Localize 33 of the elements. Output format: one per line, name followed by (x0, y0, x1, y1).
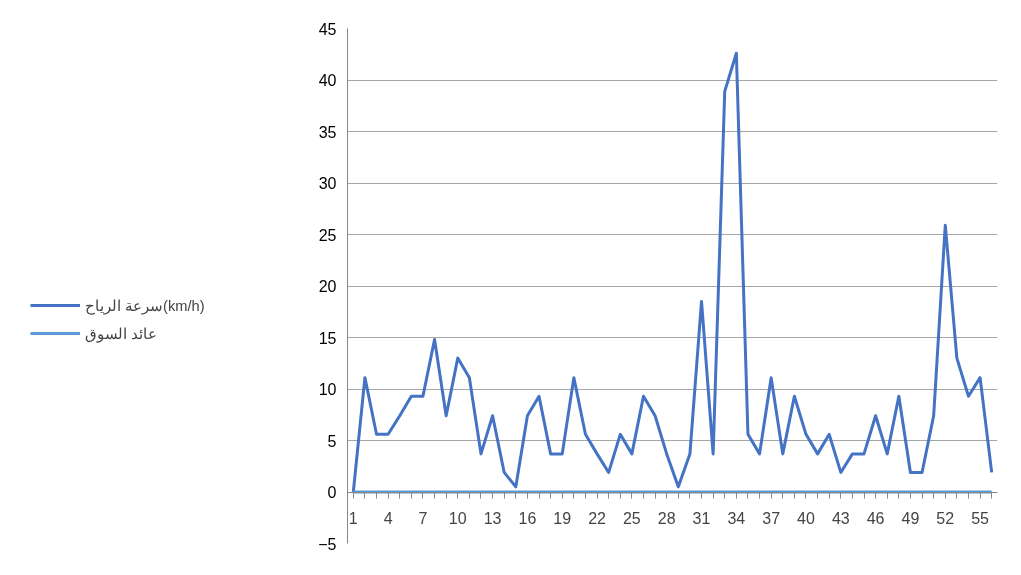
x-tick-label: 1 (348, 510, 358, 527)
y-tick-label: 10 (318, 381, 337, 398)
y-tick-label: 25 (318, 226, 337, 244)
y-tick-label: 0 (327, 484, 337, 501)
x-tick-label: 49 (901, 510, 920, 527)
x-tick-label: 10 (448, 510, 467, 527)
x-tick-label: 37 (762, 510, 781, 527)
y-tick-label: 45 (318, 20, 337, 38)
x-tick-label: 16 (518, 510, 537, 527)
x-tick-label: 46 (866, 510, 885, 527)
legend-label: سرعة الرياح(km/h) (85, 296, 205, 314)
x-tick-label: 25 (622, 510, 641, 527)
x-tick-label: 55 (971, 510, 990, 527)
x-tick-label: 28 (657, 510, 676, 527)
x-tick-label: 22 (588, 510, 607, 527)
y-tick-label: −5 (318, 535, 337, 553)
x-tick-label: 52 (936, 510, 955, 527)
line-series (351, 51, 994, 494)
x-tick-label: 19 (553, 510, 572, 527)
x-tick-label: 31 (692, 510, 711, 527)
y-tick-label: 20 (318, 278, 337, 295)
y-tick-label: 40 (318, 72, 337, 89)
y-tick-label: 15 (318, 329, 337, 347)
y-tick-label: 5 (327, 432, 337, 450)
x-tick-label: 7 (418, 510, 428, 527)
x-tick-label: 40 (797, 510, 815, 527)
y-tick-label: 35 (318, 123, 337, 141)
x-tick-label: 4 (383, 510, 393, 527)
y-tick-label: 30 (318, 175, 337, 192)
legend-label: عائد السوق (85, 324, 158, 342)
x-tick-label: 43 (831, 510, 850, 527)
x-tick-label: 13 (483, 510, 502, 527)
x-tick-label: 34 (727, 510, 746, 527)
